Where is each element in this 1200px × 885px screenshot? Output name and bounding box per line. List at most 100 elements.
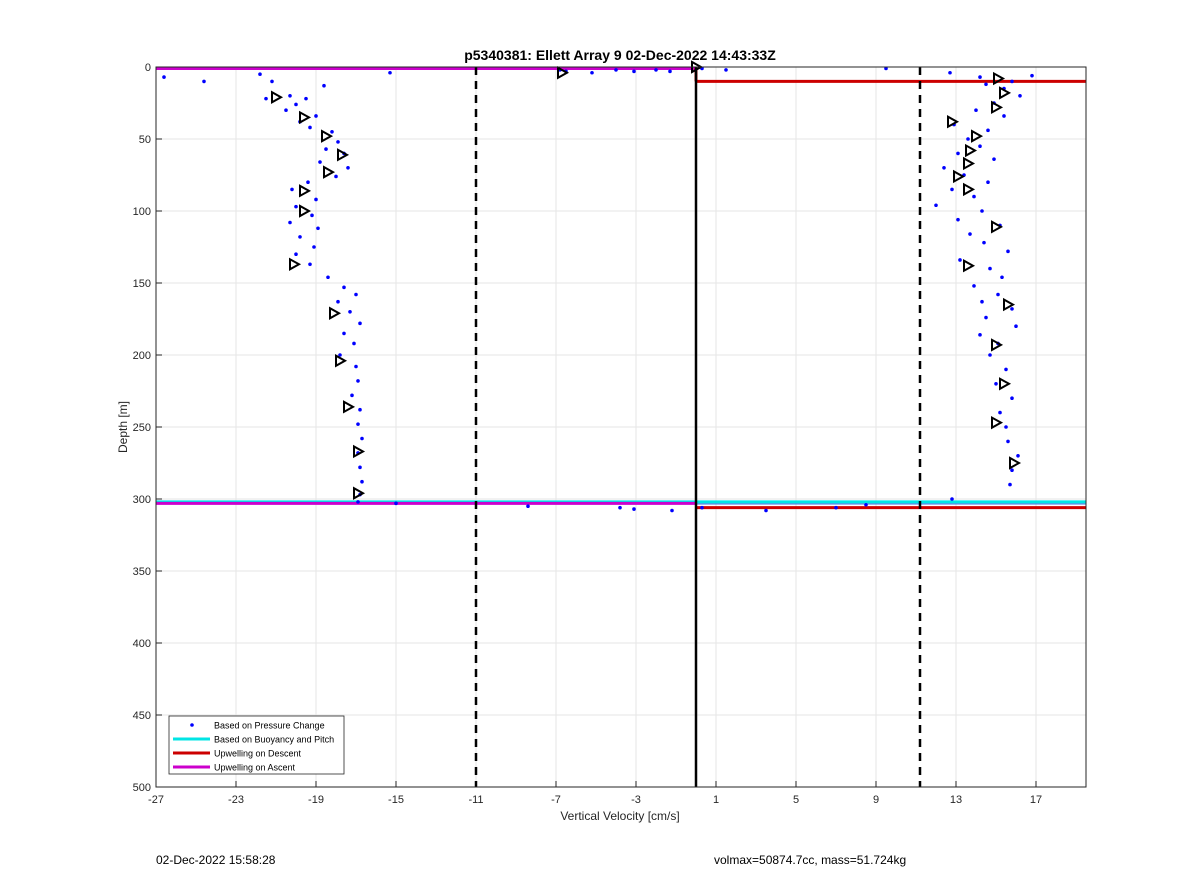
data-point — [950, 497, 954, 501]
triangle-marker — [999, 86, 1012, 100]
triangle-marker — [999, 377, 1012, 391]
triangle-marker — [1009, 456, 1022, 470]
data-point — [352, 341, 356, 346]
y-tick-label: 200 — [133, 350, 151, 362]
legend-label: Upwelling on Ascent — [214, 763, 296, 773]
y-tick-label: 150 — [133, 278, 151, 290]
data-point — [324, 147, 328, 151]
data-point — [334, 174, 338, 179]
triangle-marker — [299, 204, 312, 218]
data-point — [288, 220, 292, 225]
data-point — [972, 284, 976, 288]
legend-label: Upwelling on Descent — [214, 749, 302, 759]
data-point — [984, 82, 988, 87]
data-point — [996, 292, 1000, 297]
data-point — [1004, 425, 1008, 429]
x-tick-label: -11 — [468, 794, 483, 806]
x-tick-label: -15 — [388, 794, 404, 806]
data-point — [978, 75, 982, 79]
triangle-marker — [963, 259, 976, 273]
triangle-marker — [991, 100, 1004, 115]
data-point — [202, 79, 206, 84]
data-point — [968, 232, 972, 236]
triangle-marker — [353, 486, 366, 500]
data-point — [982, 240, 986, 245]
data-point — [162, 75, 166, 79]
y-tick-label: 300 — [133, 494, 151, 506]
data-point — [884, 66, 888, 71]
data-point — [284, 108, 288, 112]
data-point — [348, 310, 352, 314]
data-point — [316, 226, 320, 231]
triangle-markers — [271, 60, 1022, 500]
triangle-marker — [991, 220, 1004, 234]
data-point — [978, 144, 982, 148]
legend-label: Based on Buoyancy and Pitch — [214, 735, 334, 745]
data-point — [270, 79, 274, 84]
data-point — [966, 137, 970, 141]
triangle-marker — [963, 182, 976, 197]
data-point — [294, 252, 298, 256]
data-point — [258, 72, 262, 76]
data-point — [394, 501, 398, 506]
triangle-marker — [289, 257, 302, 271]
data-point — [614, 68, 618, 72]
data-point — [354, 364, 358, 369]
data-point — [314, 114, 318, 118]
data-point — [294, 204, 298, 209]
data-point — [290, 187, 294, 192]
data-point — [306, 180, 310, 184]
data-point — [1010, 307, 1014, 311]
timestamp-label: 02-Dec-2022 15:58:28 — [156, 853, 276, 867]
y-tick-label: 350 — [133, 566, 151, 578]
data-point — [984, 315, 988, 320]
data-point — [346, 166, 350, 170]
data-point — [974, 108, 978, 112]
data-point — [1010, 396, 1014, 401]
triangle-marker — [335, 354, 348, 368]
triangle-marker — [323, 165, 336, 179]
data-point — [360, 479, 364, 484]
data-point — [956, 151, 960, 156]
data-point — [326, 275, 330, 280]
y-axis-ticks: 0 50 100 150 200 250 300 350 400 450 500 — [133, 62, 162, 794]
data-point — [308, 262, 312, 267]
data-point — [958, 258, 962, 262]
data-point — [1014, 324, 1018, 329]
legend: Based on Pressure Change Based on Buoyanc… — [168, 715, 345, 775]
data-point — [308, 125, 312, 130]
y-tick-label: 50 — [139, 134, 151, 146]
data-point — [350, 393, 354, 398]
data-point — [632, 507, 636, 511]
data-point — [526, 504, 530, 509]
y-tick-label: 500 — [133, 782, 151, 794]
triangle-marker — [965, 143, 978, 158]
data-point — [322, 83, 326, 88]
triangle-marker — [953, 169, 966, 184]
triangle-marker — [321, 129, 334, 143]
data-point — [1002, 114, 1006, 118]
data-point — [764, 508, 768, 513]
triangle-marker — [329, 306, 342, 320]
triangle-marker — [1003, 297, 1016, 312]
data-point — [994, 382, 998, 386]
x-tick-label: 1 — [713, 794, 719, 806]
data-point — [1008, 482, 1012, 487]
data-point — [618, 505, 622, 510]
x-tick-label: 9 — [873, 794, 879, 806]
data-point — [986, 180, 990, 184]
data-point — [992, 157, 996, 161]
data-point — [342, 285, 346, 290]
data-point — [1030, 73, 1034, 78]
data-point — [318, 160, 322, 164]
data-point — [304, 96, 308, 101]
triangle-marker — [557, 66, 570, 80]
triangle-marker — [343, 400, 356, 414]
triangle-marker — [947, 115, 960, 129]
data-point — [988, 353, 992, 357]
data-point — [288, 94, 292, 98]
data-point — [330, 130, 334, 134]
y-tick-label: 450 — [133, 710, 151, 722]
float-info-label: volmax=50874.7cc, mass=51.724kg — [714, 853, 907, 867]
